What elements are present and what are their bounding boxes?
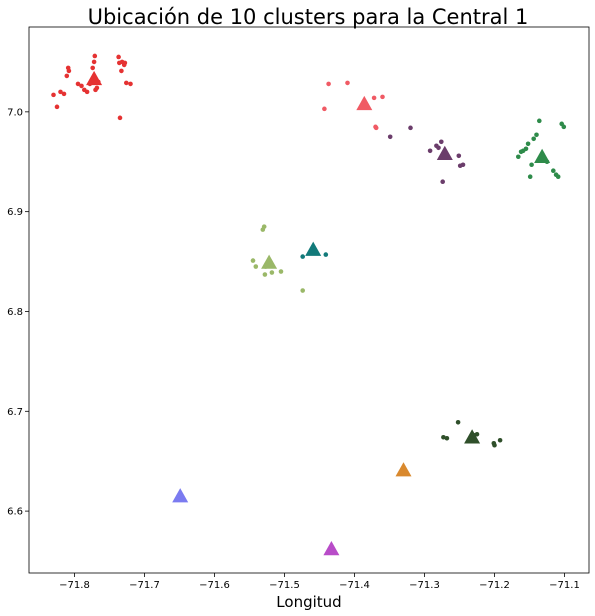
cluster-2-point xyxy=(380,94,385,100)
y-tick-label: 6.7 xyxy=(7,407,23,418)
cluster-1-point xyxy=(124,80,129,86)
cluster-4-point xyxy=(531,136,536,142)
cluster-5-point xyxy=(253,264,259,269)
x-axis-label: Longitud xyxy=(276,593,341,611)
cluster-2-point xyxy=(373,125,379,131)
cluster-1-point xyxy=(119,68,124,74)
cluster-1-point xyxy=(51,92,56,98)
cluster-2-point xyxy=(322,106,327,112)
x-tick-label: −71.4 xyxy=(339,580,370,591)
cluster-1-point xyxy=(122,60,128,66)
cluster-4-point xyxy=(527,174,533,180)
cluster-4-centroid-marker xyxy=(534,148,551,164)
cluster-3-point xyxy=(408,125,413,131)
chart-title: Ubicación de 10 clusters para la Central… xyxy=(88,5,529,29)
cluster-7-point xyxy=(441,434,446,440)
cluster-3-centroid-marker xyxy=(436,145,453,161)
cluster-1-point xyxy=(92,53,98,59)
cluster-9-centroid-marker xyxy=(172,488,189,503)
cluster-3-point xyxy=(427,148,433,154)
cluster-7-point xyxy=(444,435,450,441)
cluster-4-point xyxy=(523,146,529,152)
cluster-1-point xyxy=(54,104,60,110)
x-tick-label: −71.6 xyxy=(199,580,230,591)
x-tick-label: −71.2 xyxy=(479,580,510,591)
y-tick-label: 7.0 xyxy=(7,107,23,118)
x-tick-label: −71.3 xyxy=(409,580,440,591)
cluster-7-point xyxy=(474,431,480,437)
cluster-3-point xyxy=(456,153,462,159)
cluster-5-point xyxy=(261,224,267,229)
x-tick-label: −71.8 xyxy=(59,580,90,591)
plot-area-frame xyxy=(28,26,590,574)
cluster-centroids xyxy=(86,70,551,556)
cluster-7-centroid-marker xyxy=(464,429,481,444)
x-tick-label: −71.7 xyxy=(129,580,160,591)
cluster-2-point xyxy=(326,81,331,87)
cluster-1-point xyxy=(94,85,100,91)
cluster-2-centroid-marker xyxy=(356,95,373,111)
cluster-1-point xyxy=(66,68,72,74)
cluster-7-point xyxy=(492,442,497,448)
cluster-6-point xyxy=(300,254,306,259)
cluster-4-point xyxy=(555,174,561,180)
cluster-1-point xyxy=(90,65,95,71)
cluster-4-point xyxy=(525,141,531,147)
x-tick-label: −71.5 xyxy=(269,580,300,591)
cluster-5-point xyxy=(300,288,306,293)
y-tick-label: 6.9 xyxy=(7,207,23,218)
cluster-3-point xyxy=(436,145,441,151)
cluster-1-point xyxy=(128,81,133,87)
cluster-2-point xyxy=(345,80,350,86)
cluster-1-point xyxy=(91,59,97,65)
cluster-1-centroid-marker xyxy=(86,70,103,86)
cluster-3-point xyxy=(460,162,466,168)
cluster-6-point xyxy=(323,252,329,257)
cluster-5-point xyxy=(269,270,275,275)
y-tick-label: 6.6 xyxy=(7,507,23,518)
cluster-1-point xyxy=(79,83,84,89)
cluster-1-point xyxy=(117,115,123,121)
cluster-10-centroid-marker xyxy=(323,541,340,556)
cluster-4-point xyxy=(551,168,556,174)
cluster-1-point xyxy=(64,73,70,79)
cluster-4-point xyxy=(561,124,567,130)
cluster-1-point xyxy=(61,91,67,97)
cluster-5-point xyxy=(250,258,256,263)
cluster-3-point xyxy=(440,179,446,185)
cluster-5-point xyxy=(278,269,284,274)
y-axis-ticks: 6.6 6.7 6.8 6.9 7.0 xyxy=(7,107,29,518)
y-tick-label: 6.8 xyxy=(7,307,23,318)
cluster-4-point xyxy=(534,132,539,138)
cluster-3-point xyxy=(439,139,444,145)
x-axis-ticks: −71.8 −71.7 −71.6 −71.5 −71.4 −71.3 −71.2 −71.1 xyxy=(59,573,580,591)
cluster-1-point xyxy=(116,54,121,60)
cluster-1-point xyxy=(58,89,63,95)
cluster-2-point xyxy=(371,95,377,101)
cluster-5-point xyxy=(262,272,268,277)
cluster-4-point xyxy=(516,154,521,160)
cluster-1-point xyxy=(84,89,90,95)
cluster-1-point xyxy=(75,81,81,87)
cluster-7-point xyxy=(455,419,461,425)
cluster-4-point xyxy=(529,162,534,168)
cluster-3-point xyxy=(387,134,393,140)
cluster-4-point xyxy=(537,118,542,124)
cluster-6-centroid-marker xyxy=(305,241,322,256)
x-tick-label: −71.1 xyxy=(549,580,580,591)
cluster-5-centroid-marker xyxy=(261,254,278,269)
cluster-7-point xyxy=(497,437,503,443)
cluster-8-centroid-marker xyxy=(395,462,412,477)
